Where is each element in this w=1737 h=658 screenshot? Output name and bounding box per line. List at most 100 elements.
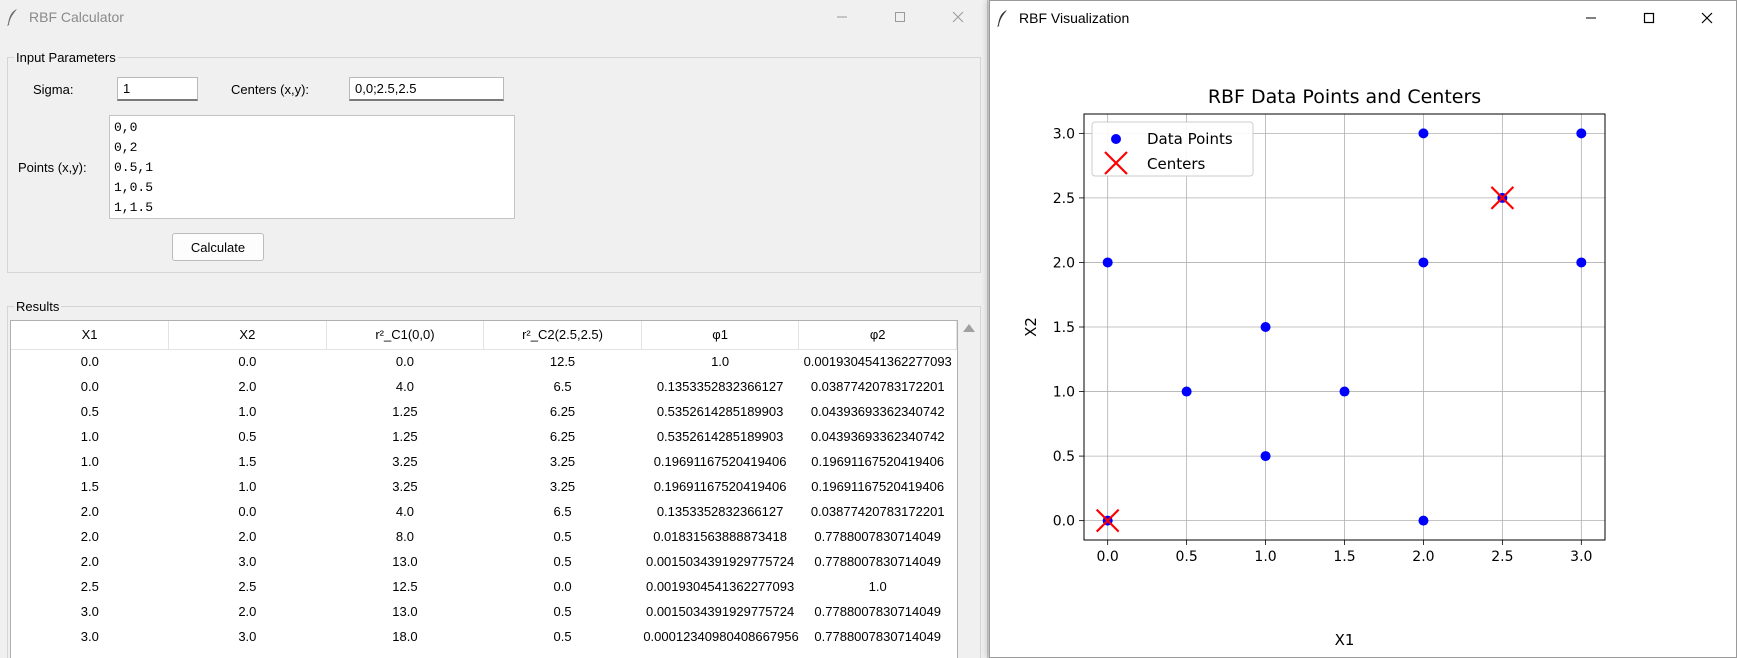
data-point-marker	[1576, 128, 1587, 139]
cell-phi2: 0.04393693362340742	[810, 429, 945, 444]
minimize-icon	[837, 16, 847, 18]
cell-r2-c2: 6.25	[549, 429, 576, 444]
cell-x2: 2.0	[238, 529, 257, 544]
center-marker	[1095, 508, 1120, 533]
table-row[interactable]: 2.0 2.0 8.0 0.5 0.01831563888873418 0.7788007…	[11, 524, 957, 549]
visualization-title-bar[interactable]: RBF Visualization	[990, 1, 1736, 35]
cell-r2-c1: 13.0	[392, 604, 418, 619]
table-row[interactable]: 2.5 2.5 12.5 0.0 0.0019304541362277093 1.0	[11, 574, 957, 599]
cell-x2: 1.5	[238, 454, 257, 469]
table-row[interactable]: 2.0 3.0 13.0 0.5 0.0015034391929775724 0.7788…	[11, 549, 957, 574]
minimize-button[interactable]	[1562, 1, 1620, 35]
results-scrollbar[interactable]	[960, 320, 978, 658]
legend-swatch-centers	[1104, 151, 1128, 175]
scroll-up-arrow-icon[interactable]	[963, 324, 975, 332]
data-point-marker	[1418, 257, 1429, 268]
y-tick-label: 3.0	[1053, 126, 1075, 142]
column-header-r2-c2[interactable]: r²_C2(2.5,2.5)	[483, 321, 642, 350]
column-header-phi1[interactable]: φ1	[641, 321, 800, 350]
x-axis-label: X1	[1335, 631, 1355, 649]
cell-r2-c2: 0.0	[553, 579, 572, 594]
calculator-title-bar[interactable]: RBF Calculator	[0, 0, 987, 34]
chart-title: RBF Data Points and Centers	[1208, 86, 1481, 108]
table-row[interactable]: 2.0 0.0 4.0 6.5 0.1353352832366127 0.03877420…	[11, 499, 957, 524]
cell-r2-c1: 0.0	[395, 354, 414, 370]
column-header-phi2[interactable]: φ2	[798, 321, 957, 350]
cell-r2-c1: 1.25	[392, 404, 418, 419]
table-row[interactable]: 1.0 1.5 3.25 3.25 0.19691167520419406 0.19691…	[11, 449, 957, 474]
table-row[interactable]: 0.0 2.0 4.0 6.5 0.1353352832366127 0.03877420…	[11, 374, 957, 399]
cell-phi2: 0.0019304541362277093	[803, 354, 952, 370]
cell-x2: 0.0	[238, 504, 257, 519]
close-button[interactable]	[929, 0, 987, 34]
y-tick-label: 1.5	[1053, 320, 1075, 336]
cell-phi1: 0.5352614285189903	[656, 404, 784, 419]
chart-legend	[1091, 121, 1254, 177]
table-row[interactable]: 3.0 3.0 18.0 0.5 0.00012340980408667956 0.778…	[11, 624, 957, 649]
cell-phi1: 0.1353352832366127	[656, 379, 784, 394]
tk-feather-icon	[997, 10, 1007, 27]
axes-frame	[1083, 113, 1606, 541]
data-point-marker	[1260, 451, 1271, 462]
cell-r2-c2: 6.5	[553, 504, 572, 519]
cell-r2-c2: 0.5	[553, 604, 572, 619]
data-point-marker	[1260, 322, 1271, 332]
visualization-window-title: RBF Visualization	[1019, 10, 1130, 26]
cell-x1: 0.0	[80, 379, 99, 394]
cell-x1: 3.0	[80, 629, 99, 644]
data-point-marker	[1576, 257, 1587, 268]
data-point-marker	[1418, 128, 1429, 139]
table-row[interactable]: 0.0 0.0 0.0 12.5 1.0 0.0019304541362277093	[11, 349, 957, 374]
maximize-icon	[1643, 12, 1655, 24]
cell-r2-c1: 12.5	[392, 579, 418, 594]
points-textbox[interactable]: 0,0 0,2 0.5,1 1,0.5 1,1.5	[109, 115, 515, 219]
cell-r2-c2: 0.5	[553, 629, 572, 644]
cell-phi2: 0.03877420783172201	[810, 504, 945, 519]
x-tick-label: 1.0	[1254, 549, 1276, 565]
legend-swatch-data-points	[1111, 134, 1121, 144]
cell-phi1: 0.0015034391929775724	[645, 554, 795, 569]
sigma-input[interactable]: 1	[117, 77, 198, 101]
cell-phi1: 0.0019304541362277093	[645, 579, 795, 594]
calculate-button[interactable]: Calculate	[172, 233, 264, 261]
cell-r2-c2: 12.5	[549, 354, 576, 370]
cell-x2: 1.0	[238, 404, 257, 419]
cell-r2-c1: 3.25	[392, 479, 418, 494]
table-row[interactable]: 1.5 1.0 3.25 3.25 0.19691167520419406 0.19691…	[11, 474, 957, 499]
cell-r2-c1: 3.25	[392, 454, 418, 469]
table-row[interactable]: 0.5 1.0 1.25 6.25 0.5352614285189903 0.043936…	[11, 399, 957, 424]
cell-phi1: 0.19691167520419406	[653, 479, 787, 494]
centers-input[interactable]: 0,0;2.5,2.5	[349, 77, 504, 101]
maximize-button[interactable]	[1620, 1, 1678, 35]
points-line: 1,0.5	[114, 180, 154, 195]
results-table[interactable]: X1 X2 r²_C1(0,0) r²_C2(2.5,2.5) φ1 φ2 0.…	[10, 320, 958, 658]
data-point-marker	[1102, 257, 1113, 268]
column-header-x1[interactable]: X1	[11, 321, 170, 350]
tk-feather-icon	[7, 9, 17, 26]
cell-x1: 2.5	[80, 579, 99, 594]
cell-r2-c1: 4.0	[395, 379, 414, 394]
maximize-button[interactable]	[871, 0, 929, 34]
close-button[interactable]	[1678, 1, 1736, 35]
sigma-label: Sigma:	[33, 82, 74, 97]
cell-x1: 2.0	[80, 529, 99, 544]
rbf-visualization-window: RBF Visualization 0.0 0.5 1.0 1.5 2.0 2.5 3.0 0…	[989, 0, 1737, 658]
minimize-button[interactable]	[813, 0, 871, 34]
cell-x1: 0.0	[80, 354, 99, 370]
column-header-x2[interactable]: X2	[168, 321, 327, 350]
cell-phi2: 0.04393693362340742	[810, 404, 945, 419]
table-row[interactable]: 3.0 2.0 13.0 0.5 0.0015034391929775724 0.7788…	[11, 599, 957, 624]
cell-phi2: 0.19691167520419406	[811, 479, 945, 494]
cell-phi2: 0.03877420783172201	[810, 379, 945, 394]
cell-x2: 3.0	[238, 629, 257, 644]
cell-x1: 1.0	[80, 454, 99, 469]
cell-r2-c1: 8.0	[395, 529, 414, 544]
table-row[interactable]: 1.0 0.5 1.25 6.25 0.5352614285189903 0.043936…	[11, 424, 957, 449]
column-header-r2-c1[interactable]: r²_C1(0,0)	[326, 321, 485, 350]
cell-x2: 2.0	[238, 604, 257, 619]
calculator-window-title: RBF Calculator	[29, 9, 124, 25]
x-tick-label: 2.0	[1412, 549, 1434, 565]
data-point-marker	[1418, 515, 1429, 526]
cell-r2-c1: 4.0	[395, 504, 414, 519]
y-tick-label: 1.0	[1053, 385, 1075, 401]
